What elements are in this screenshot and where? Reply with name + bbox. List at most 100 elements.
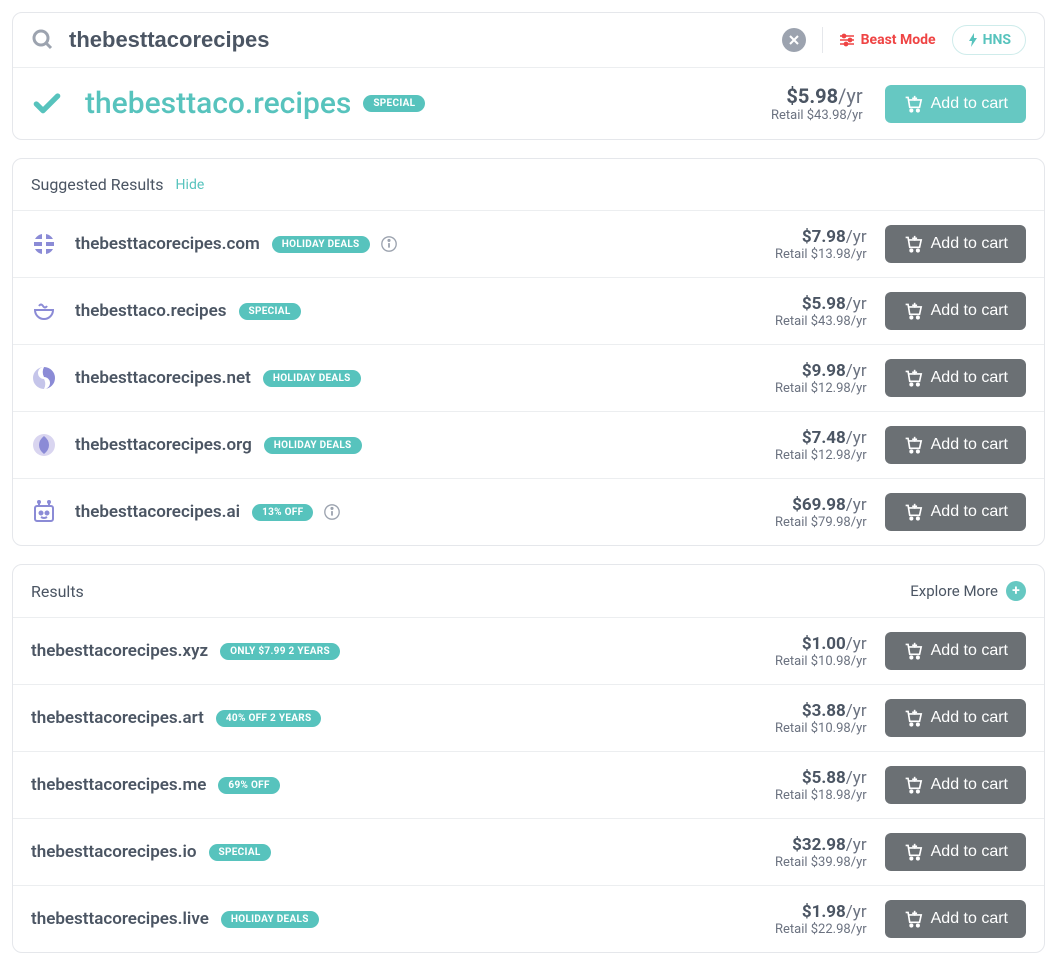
add-to-cart-label: Add to cart xyxy=(931,843,1008,861)
cart-icon xyxy=(903,235,923,253)
results-card: Results Explore More + thebesttacorecipe… xyxy=(12,564,1045,953)
price-column: $5.98/yrRetail $43.98/yr xyxy=(775,294,867,329)
cart-icon xyxy=(903,302,923,320)
domain-name[interactable]: thebesttacorecipes.com xyxy=(75,234,260,254)
add-to-cart-button[interactable]: Add to cart xyxy=(885,292,1026,330)
add-to-cart-label: Add to cart xyxy=(931,776,1008,794)
cart-icon xyxy=(903,843,923,861)
search-input[interactable] xyxy=(69,27,782,53)
cart-icon xyxy=(903,776,923,794)
cart-icon xyxy=(903,503,923,521)
price-column: $9.98/yrRetail $12.98/yr xyxy=(775,361,867,396)
info-icon[interactable] xyxy=(323,503,341,521)
hide-link[interactable]: Hide xyxy=(176,177,205,193)
domain-row: thebesttacorecipes.art 40% OFF 2 YEARS $3.… xyxy=(13,684,1044,751)
domain-row: thebesttacorecipes.orgHOLIDAY DEALS$7.48… xyxy=(13,411,1044,478)
domain-row: thebesttacorecipes.io SPECIAL $32.98/yrRet… xyxy=(13,818,1044,885)
add-to-cart-label: Add to cart xyxy=(931,503,1008,521)
explore-more-button[interactable]: Explore More + xyxy=(910,581,1026,601)
domain-row: thebesttacorecipes.xyz ONLY $7.99 2 YEARS… xyxy=(13,617,1044,684)
domain-name[interactable]: thebesttacorecipes.xyz xyxy=(31,641,208,661)
add-to-cart-button[interactable]: Add to cart xyxy=(885,632,1026,670)
cart-icon xyxy=(903,642,923,660)
featured-row: thebesttaco.recipes SPECIAL $5.98/yr Ret… xyxy=(13,68,1044,139)
domain-name[interactable]: thebesttacorecipes.me xyxy=(31,775,206,795)
deal-badge: HOLIDAY DEALS xyxy=(263,370,361,387)
retail-price: Retail $10.98/yr xyxy=(775,721,867,736)
deal-badge: 40% OFF 2 YEARS xyxy=(216,710,322,727)
add-to-cart-button[interactable]: Add to cart xyxy=(885,699,1026,737)
domain-name[interactable]: thebesttacorecipes.live xyxy=(31,909,209,929)
add-to-cart-label: Add to cart xyxy=(931,369,1008,387)
add-to-cart-button[interactable]: Add to cart xyxy=(885,766,1026,804)
suggested-title: Suggested Results xyxy=(31,175,164,194)
domain-row: thebesttacorecipes.me69% OFF$5.88/yrReta… xyxy=(13,751,1044,818)
add-to-cart-button[interactable]: Add to cart xyxy=(885,359,1026,397)
price: $5.88/yr xyxy=(775,768,867,788)
domain-row: thebesttaco.recipes SPECIAL $5.98/yrRetail… xyxy=(13,277,1044,344)
add-to-cart-button[interactable]: Add to cart xyxy=(885,85,1026,123)
add-to-cart-label: Add to cart xyxy=(931,709,1008,727)
add-to-cart-button[interactable]: Add to cart xyxy=(885,900,1026,938)
featured-price-col: $5.98/yr Retail $43.98/yr xyxy=(771,84,863,123)
price: $69.98/yr xyxy=(775,495,867,515)
cart-icon xyxy=(903,95,923,113)
results-header: Results Explore More + xyxy=(13,565,1044,617)
featured-price: $5.98/yr xyxy=(771,84,863,108)
domain-name[interactable]: thebesttacorecipes.net xyxy=(75,368,251,388)
price: $5.98/yr xyxy=(775,294,867,314)
retail-price: Retail $18.98/yr xyxy=(775,788,867,803)
add-to-cart-button[interactable]: Add to cart xyxy=(885,493,1026,531)
price: $32.98/yr xyxy=(775,835,867,855)
price: $1.00/yr xyxy=(775,634,867,654)
info-icon[interactable] xyxy=(380,235,398,253)
search-icon xyxy=(31,28,55,52)
search-card: Beast Mode HNS thebesttaco.recipes SPECI… xyxy=(12,12,1045,140)
add-to-cart-label: Add to cart xyxy=(931,436,1008,454)
domain-name[interactable]: thebesttaco.recipes xyxy=(75,301,227,321)
price: $7.98/yr xyxy=(775,227,867,247)
add-to-cart-button[interactable]: Add to cart xyxy=(885,833,1026,871)
beast-mode-toggle[interactable]: Beast Mode xyxy=(839,32,936,48)
price-column: $1.98/yrRetail $22.98/yr xyxy=(775,902,867,937)
retail-price: Retail $12.98/yr xyxy=(775,381,867,396)
add-to-cart-label: Add to cart xyxy=(931,235,1008,253)
domain-name[interactable]: thebesttacorecipes.ai xyxy=(75,502,240,522)
price: $7.48/yr xyxy=(775,428,867,448)
check-icon xyxy=(31,88,63,120)
featured-domain[interactable]: thebesttaco.recipes xyxy=(85,86,351,121)
deal-badge: ONLY $7.99 2 YEARS xyxy=(220,643,340,660)
retail-price: Retail $79.98/yr xyxy=(775,515,867,530)
add-to-cart-button[interactable]: Add to cart xyxy=(885,225,1026,263)
add-to-cart-button[interactable]: Add to cart xyxy=(885,426,1026,464)
retail-price: Retail $39.98/yr xyxy=(775,855,867,870)
cart-icon xyxy=(903,369,923,387)
deal-badge: HOLIDAY DEALS xyxy=(221,911,319,928)
price-column: $5.88/yrRetail $18.98/yr xyxy=(775,768,867,803)
deal-badge: HOLIDAY DEALS xyxy=(272,236,370,253)
clear-button[interactable] xyxy=(782,28,806,52)
domain-name[interactable]: thebesttacorecipes.art xyxy=(31,708,204,728)
domain-name[interactable]: thebesttacorecipes.io xyxy=(31,842,197,862)
retail-price: Retail $12.98/yr xyxy=(775,448,867,463)
retail-price: Retail $43.98/yr xyxy=(775,314,867,329)
price: $3.88/yr xyxy=(775,701,867,721)
divider xyxy=(822,27,823,53)
domain-name[interactable]: thebesttacorecipes.org xyxy=(75,435,252,455)
bolt-icon xyxy=(967,33,979,47)
deal-badge: SPECIAL xyxy=(239,303,301,320)
swirl-icon xyxy=(31,365,57,391)
price-column: $1.00/yrRetail $10.98/yr xyxy=(775,634,867,669)
add-to-cart-label: Add to cart xyxy=(931,910,1008,928)
hns-toggle[interactable]: HNS xyxy=(952,25,1026,55)
domain-row: thebesttacorecipes.com HOLIDAY DEALS $7.98… xyxy=(13,210,1044,277)
price-column: $7.48/yrRetail $12.98/yr xyxy=(775,428,867,463)
domain-row: thebesttacorecipes.live HOLIDAY DEALS $1.9… xyxy=(13,885,1044,952)
price-column: $7.98/yrRetail $13.98/yr xyxy=(775,227,867,262)
hns-label: HNS xyxy=(983,32,1011,48)
featured-badge: SPECIAL xyxy=(363,95,425,112)
domain-row: thebesttacorecipes.ai13% OFF$69.98/yrRet… xyxy=(13,478,1044,545)
deal-badge: SPECIAL xyxy=(209,844,271,861)
org-icon xyxy=(31,432,57,458)
add-to-cart-label: Add to cart xyxy=(931,95,1008,113)
